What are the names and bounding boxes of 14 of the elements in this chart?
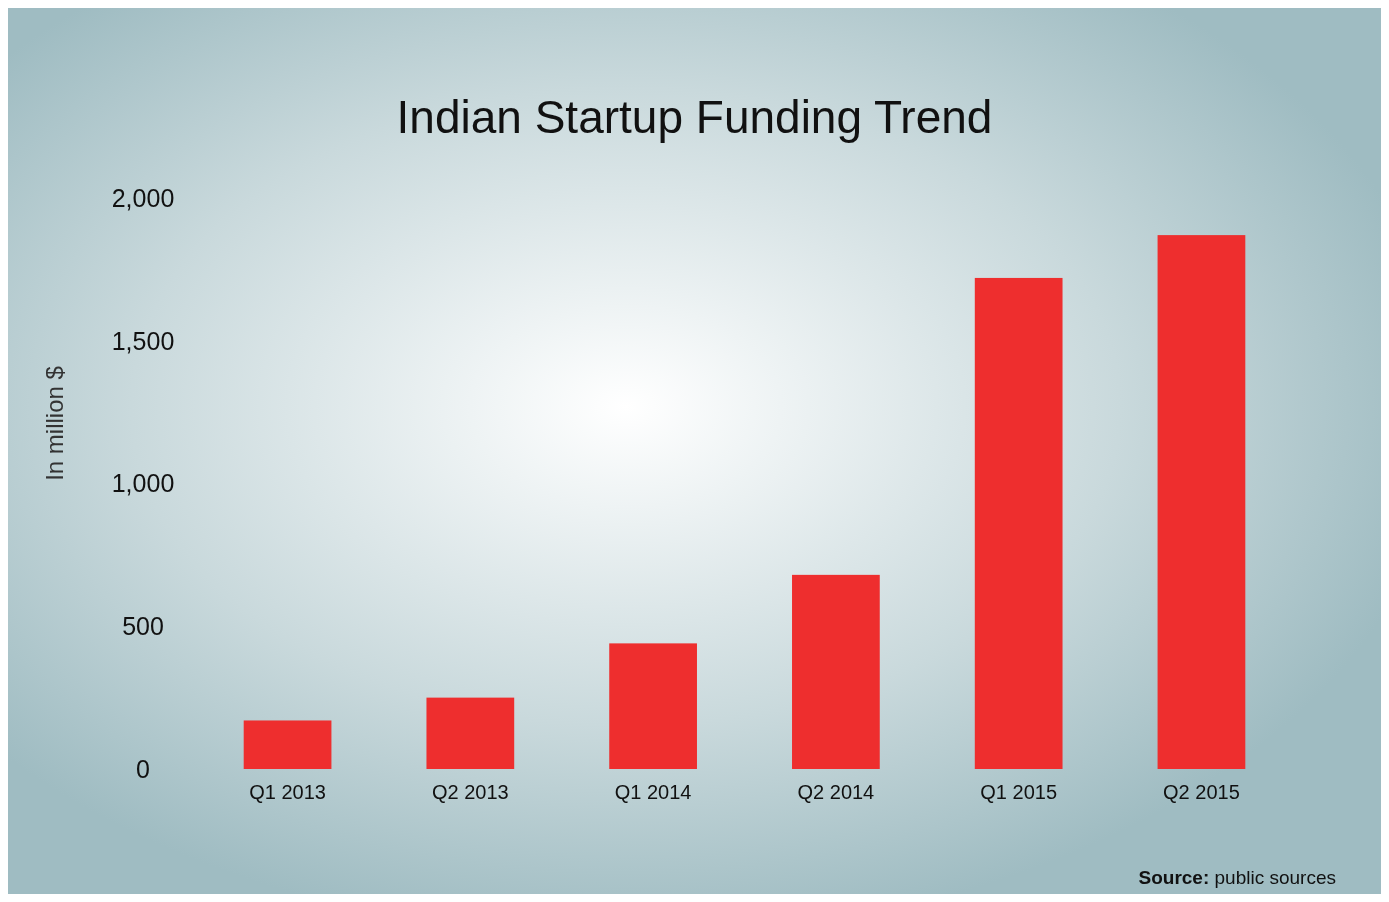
y-tick-label: 2,000 (111, 183, 175, 212)
y-tick-label: 1,500 (111, 326, 175, 355)
y-tick-label: 1,000 (111, 469, 175, 498)
x-tick-label: Q1 2013 (249, 781, 326, 803)
source-note: Source: public sources (1138, 867, 1336, 888)
y-tick-label: 500 (122, 612, 164, 640)
x-tick-label: Q2 2014 (797, 781, 875, 803)
y-axis-title: In million $ (41, 366, 68, 481)
y-tick-label: 0 (136, 754, 150, 783)
x-tick-label: Q2 2013 (431, 781, 509, 803)
chart-title: Indian Startup Funding Trend (396, 91, 993, 143)
x-tick-label: Q1 2014 (614, 781, 692, 803)
x-tick-label: Q1 2015 (980, 781, 1058, 803)
x-tick-label: Q2 2015 (1163, 781, 1240, 803)
